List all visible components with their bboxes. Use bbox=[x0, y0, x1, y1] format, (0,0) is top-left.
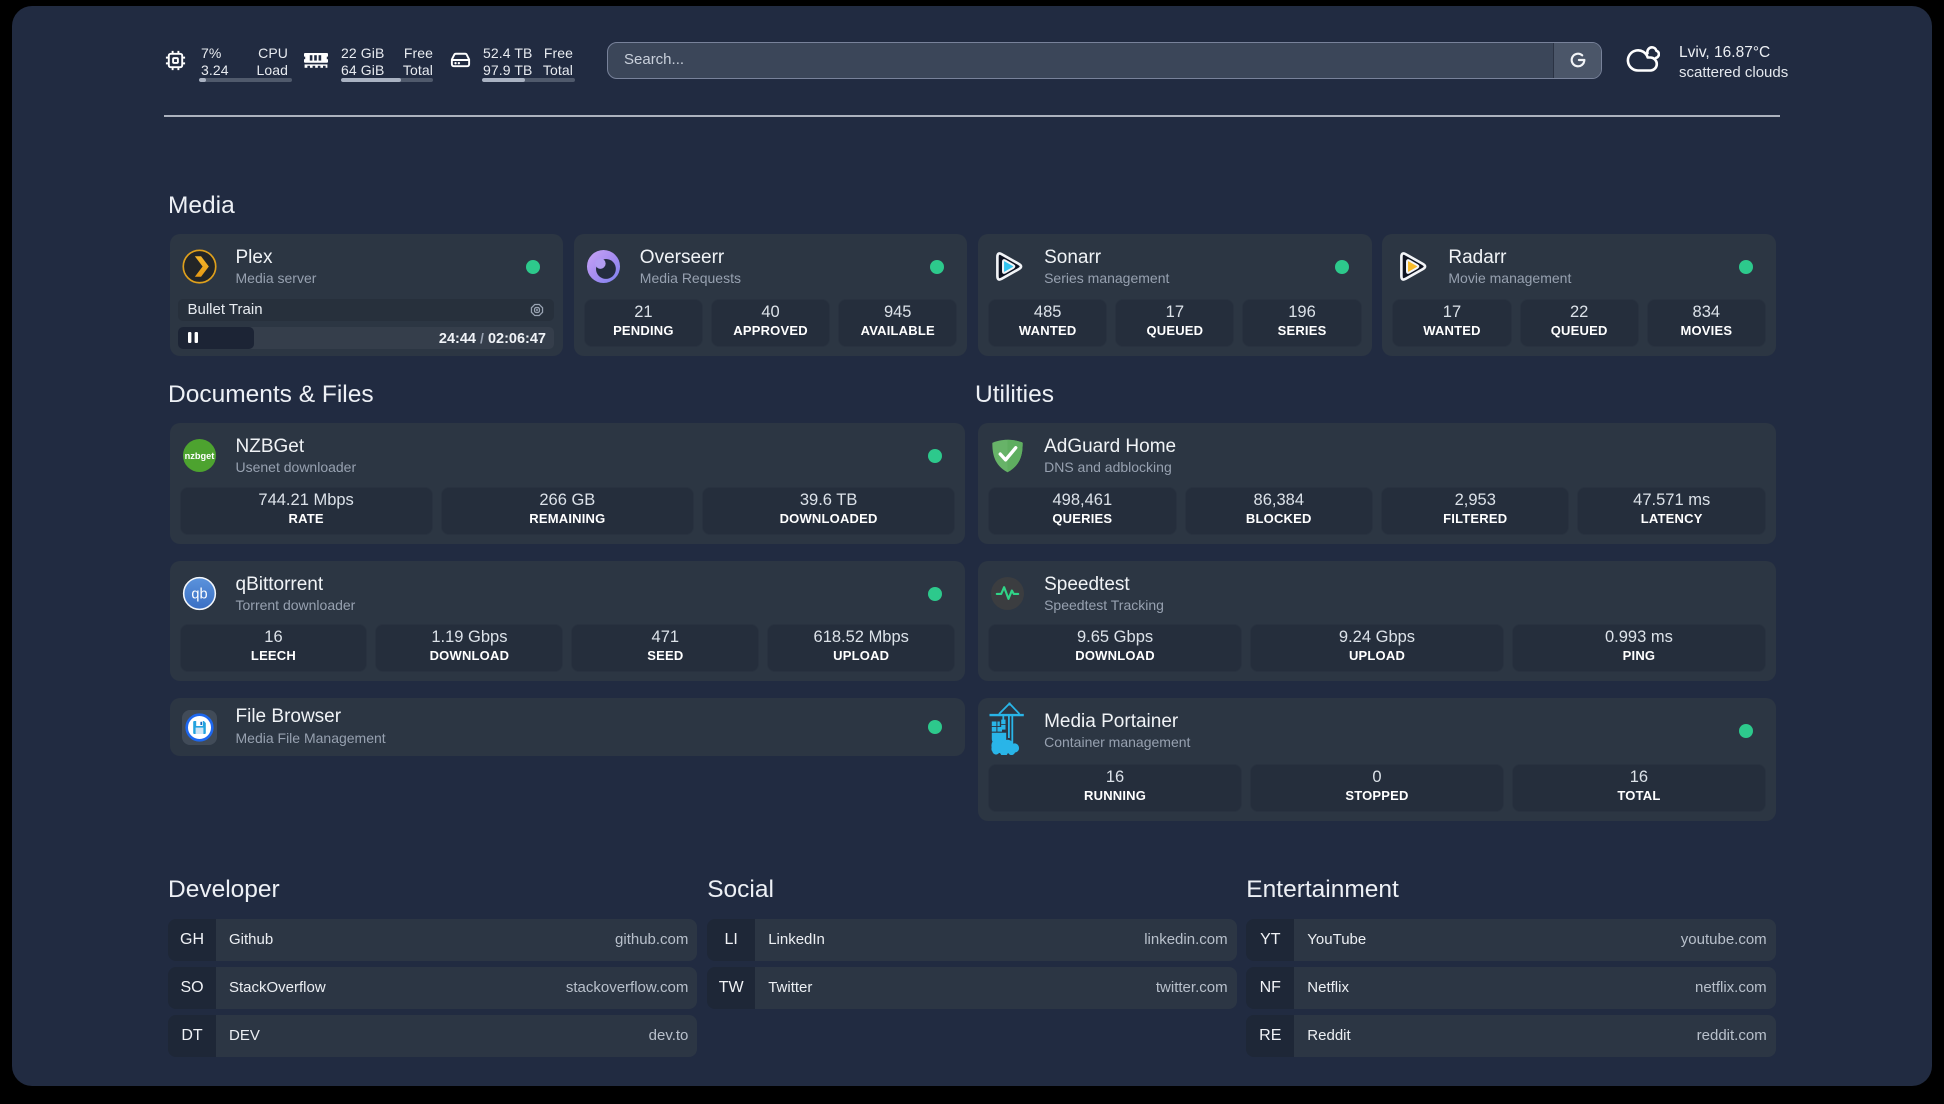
svg-text:nzbget: nzbget bbox=[184, 451, 214, 461]
svg-text:qb: qb bbox=[191, 586, 207, 602]
